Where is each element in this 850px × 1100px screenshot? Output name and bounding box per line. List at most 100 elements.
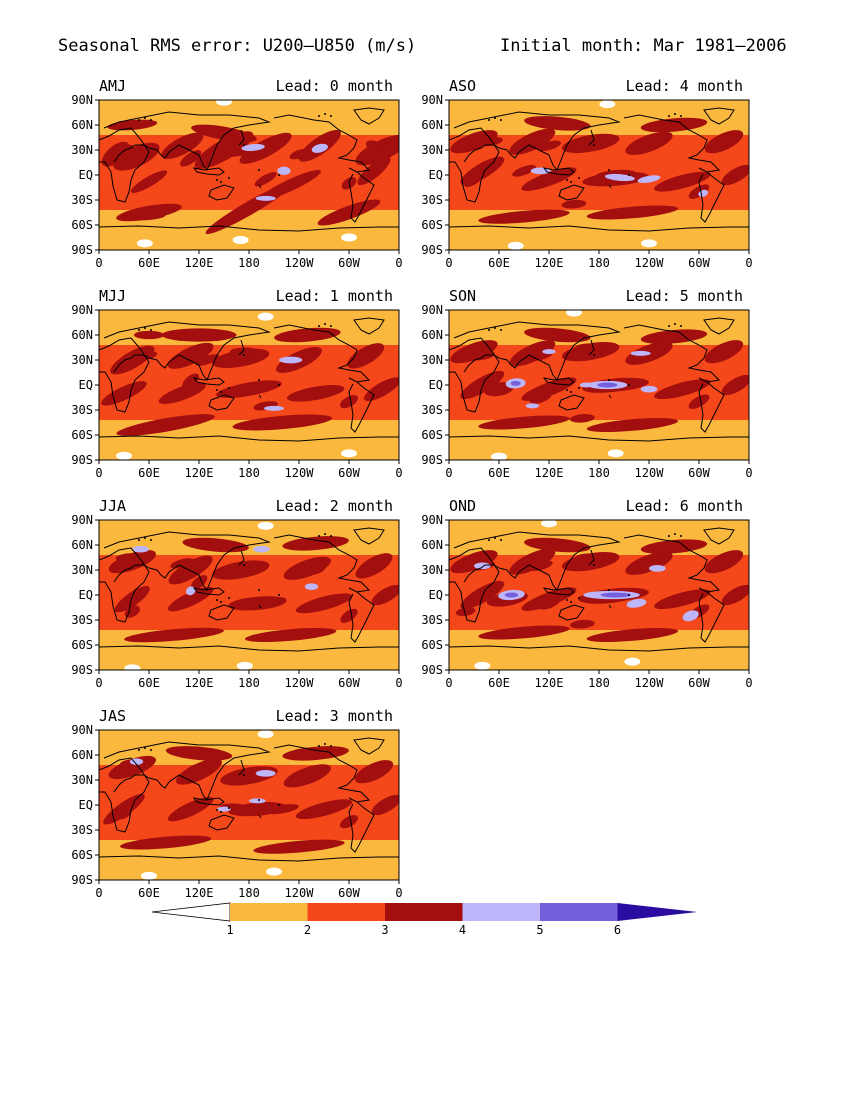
contour-mid [116,203,182,222]
x-tick-label: 60E [488,256,510,270]
y-tick-label: 60N [421,538,443,552]
map-panel: OND Lead: 6 month 0 60E 120E 180 120W 60W 0 90N 60… [421,497,752,690]
rms-field [99,730,399,880]
y-tick-label: 60S [421,638,443,652]
x-tick-label: 0 [95,676,102,690]
y-tick-label: 60S [71,428,93,442]
panel-lead: Lead: 1 month [276,287,393,305]
x-tick-label: 60E [138,256,160,270]
contour-mid [654,171,711,192]
contour-high [115,553,141,562]
contour-lows [116,451,132,460]
panel-season: JAS [99,707,126,725]
contour-vhigh [640,385,658,393]
contour-high [195,354,220,366]
y-tick-label: 90S [421,453,443,467]
x-tick-label: 180 [238,886,260,900]
y-tick-label: 30S [71,823,93,837]
contour-mid [282,536,349,551]
contour-mid [654,379,711,400]
contour-lows [136,239,153,248]
contour-vvhigh [606,593,617,597]
x-tick-label: 180 [238,466,260,480]
contour-mid [130,170,168,193]
contour-vhigh [132,545,149,553]
contour-high [229,347,260,356]
contour-mid [120,835,212,850]
x-tick-label: 0 [395,676,402,690]
contour-mid [101,381,147,406]
panel-lead: Lead: 5 month [626,287,743,305]
contour-vhigh [525,403,539,409]
x-tick-label: 60W [688,676,710,690]
contour-mid [355,553,393,579]
colorbar-high-arrow [617,903,698,921]
x-tick-label: 120W [285,466,315,480]
contour-vvhigh [597,382,618,388]
x-tick-label: 60E [138,466,160,480]
contour-lows [491,452,507,460]
y-tick-label: 30N [71,353,93,367]
panel-season: MJJ [99,287,126,305]
colorbar-segment [230,903,308,921]
contour-high [575,553,606,562]
y-tick-label: 30S [421,613,443,627]
contour-high [186,762,212,773]
contour-high [124,605,140,618]
contour-high [297,771,318,781]
x-tick-label: 0 [95,256,102,270]
contour-high [575,343,606,352]
x-tick-label: 120E [185,886,214,900]
y-tick-label: 30N [71,563,93,577]
contour-mid [363,377,399,402]
contour-mid [158,382,206,404]
contour-mid [357,156,391,186]
contour-high [528,560,553,571]
x-tick-label: 0 [745,466,752,480]
contour-vhigh [255,770,276,777]
x-tick-label: 60E [138,676,160,690]
contour-high [340,608,358,623]
contour-high [134,330,164,340]
contour-vhigh [253,545,270,553]
y-tick-label: 90S [421,663,443,677]
x-tick-label: 60W [338,466,360,480]
contour-mid [161,132,204,160]
contour-vhigh [277,166,291,175]
contour-high [365,140,383,152]
contour-vhigh [185,586,196,596]
contour-mid [654,589,711,610]
x-tick-label: 120E [535,466,564,480]
contour-high [236,561,262,570]
figure-subtitle: Initial month: Mar 1981—2006 [500,36,787,56]
contour-high [339,395,359,409]
x-tick-label: 60E [488,676,510,690]
x-tick-label: 60E [138,886,160,900]
contour-high [265,804,299,815]
y-tick-label: 60S [71,218,93,232]
contour-vhigh [530,167,551,175]
contour-high [537,597,561,610]
contour-lows [341,449,357,458]
contour-vhigh [579,382,594,388]
y-tick-label: 30S [421,193,443,207]
contour-vhigh [279,356,303,364]
contour-vhigh [630,350,651,356]
panel-lead: Lead: 2 month [276,497,393,515]
contour-high [536,140,562,151]
contour-high [261,597,287,607]
contour-mid [355,134,399,166]
y-tick-label: 90S [421,243,443,257]
contour-mid [704,130,744,154]
contour-vhigh [542,349,556,355]
contour-high [688,394,710,409]
contour-mid [460,370,505,400]
panel-lead: Lead: 3 month [276,707,393,725]
contour-lows [607,449,624,458]
panel-season: JJA [99,497,126,515]
contour-lows [257,521,274,530]
y-tick-label: 30N [421,143,443,157]
contour-mid [721,164,749,186]
y-tick-label: 90N [71,303,93,317]
